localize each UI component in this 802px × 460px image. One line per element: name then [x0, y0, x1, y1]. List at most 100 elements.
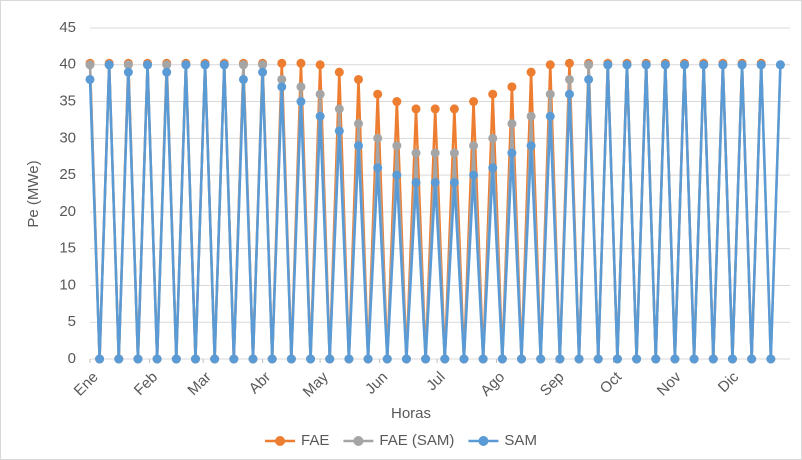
point [430, 177, 440, 187]
point [421, 354, 431, 364]
point [411, 148, 421, 158]
point [267, 354, 277, 364]
point [536, 354, 546, 364]
point [277, 82, 287, 92]
point [315, 111, 325, 121]
point [152, 354, 162, 364]
point [526, 111, 536, 121]
point [382, 354, 392, 364]
point [114, 354, 124, 364]
point [248, 354, 258, 364]
y-tick-label: 40 [59, 56, 76, 73]
point [258, 67, 268, 77]
point [411, 177, 421, 187]
point [344, 354, 354, 364]
legend-marker [275, 436, 286, 446]
legend-label: FAE (SAM) [379, 432, 454, 449]
point [564, 58, 574, 68]
point [622, 60, 632, 70]
point [238, 60, 248, 70]
point [143, 60, 153, 70]
point [353, 141, 363, 151]
point [181, 60, 191, 70]
point [488, 89, 498, 99]
point [373, 133, 383, 143]
point [430, 148, 440, 158]
point [775, 60, 785, 70]
x-axis-title: Horas [391, 405, 431, 422]
y-tick-label: 0 [68, 350, 76, 367]
point [325, 354, 335, 364]
y-tick-label: 45 [59, 19, 76, 36]
point [737, 60, 747, 70]
y-tick-label: 35 [59, 93, 76, 110]
point [200, 60, 210, 70]
point [747, 354, 757, 364]
point [507, 119, 517, 129]
point [449, 148, 459, 158]
legend-item: SAM [468, 432, 537, 449]
point [411, 104, 421, 114]
point [564, 74, 574, 84]
point [392, 170, 402, 180]
point [315, 89, 325, 99]
point [104, 60, 114, 70]
point [229, 354, 239, 364]
point [718, 60, 728, 70]
point [469, 97, 479, 107]
y-tick-label: 5 [68, 313, 76, 330]
point [756, 60, 766, 70]
legend-item: FAE (SAM) [343, 432, 454, 449]
point [210, 354, 220, 364]
point [353, 119, 363, 129]
point [401, 354, 411, 364]
y-tick-label: 25 [59, 166, 76, 183]
point [95, 354, 105, 364]
point [689, 354, 699, 364]
y-tick-label: 30 [59, 129, 76, 146]
legend: FAE FAE (SAM) SAM [265, 432, 537, 449]
point [85, 74, 95, 84]
legend-marker [478, 436, 489, 446]
point [133, 354, 143, 364]
point [708, 354, 718, 364]
point [363, 354, 373, 364]
point [296, 82, 306, 92]
point [660, 60, 670, 70]
legend-label: FAE [301, 432, 329, 449]
point [334, 67, 344, 77]
point [373, 163, 383, 173]
series [85, 60, 785, 364]
legend-label: SAM [504, 432, 537, 449]
point [449, 177, 459, 187]
point [238, 74, 248, 84]
point [584, 74, 594, 84]
point [353, 74, 363, 84]
point [277, 74, 287, 84]
y-axis-title: Pe (MWe) [25, 160, 42, 227]
legend-item: FAE [265, 432, 329, 449]
point [727, 354, 737, 364]
point [258, 60, 268, 70]
point [545, 111, 555, 121]
point [123, 67, 133, 77]
point [488, 163, 498, 173]
point [488, 133, 498, 143]
point [564, 89, 574, 99]
point [277, 58, 287, 68]
point [545, 60, 555, 70]
point [699, 60, 709, 70]
point [306, 354, 316, 364]
legend-marker [353, 436, 364, 446]
point [430, 104, 440, 114]
point [641, 60, 651, 70]
point [574, 354, 584, 364]
point [469, 170, 479, 180]
point [373, 89, 383, 99]
point [334, 104, 344, 114]
point [296, 97, 306, 107]
point [85, 60, 95, 70]
point [162, 60, 172, 70]
y-tick-label: 10 [59, 276, 76, 293]
point [478, 354, 488, 364]
